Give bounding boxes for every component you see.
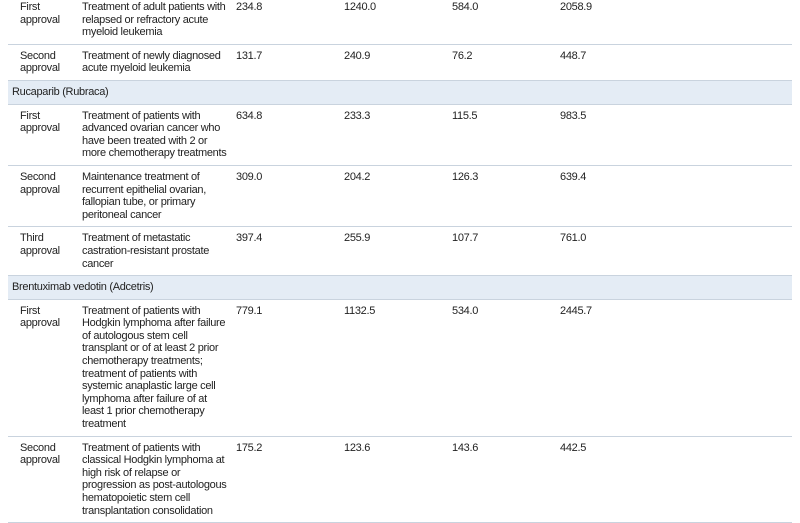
- cost-value: 442.5: [556, 436, 792, 523]
- data-row: First approval Treatment of patients with…: [8, 299, 792, 437]
- indication: Treatment of metastatic castration-resis…: [78, 226, 232, 277]
- cost-value: 2445.7: [556, 299, 792, 437]
- indication: Treatment of patients with Hodgkin lymph…: [78, 299, 232, 437]
- approval: Second approval: [8, 436, 78, 523]
- indication: Treatment of patients with advanced ovar…: [78, 104, 232, 166]
- cost-table: First approval Treatment of adult patient…: [8, 0, 792, 523]
- data-row: Third approval Treatment of metastatic ca…: [8, 226, 792, 277]
- approval: Third approval: [8, 226, 78, 277]
- group-row: Brentuximab vedotin (Adcetris): [8, 275, 792, 300]
- page: First approval Treatment of adult patient…: [8, 0, 792, 523]
- cost-value: 1240.0: [340, 0, 448, 45]
- cost-value: 983.5: [556, 104, 792, 166]
- group-name: Brentuximab vedotin (Adcetris): [8, 275, 792, 300]
- data-row: First approval Treatment of adult patient…: [8, 0, 792, 45]
- cost-value: 107.7: [448, 226, 556, 277]
- cost-value: 761.0: [556, 226, 792, 277]
- cost-value: 1132.5: [340, 299, 448, 437]
- cost-value: 234.8: [232, 0, 340, 45]
- cost-value: 634.8: [232, 104, 340, 166]
- cost-value: 534.0: [448, 299, 556, 437]
- data-row: Second approval Treatment of newly diagno…: [8, 44, 792, 81]
- table-body: First approval Treatment of adult patient…: [8, 0, 792, 523]
- cost-value: 255.9: [340, 226, 448, 277]
- approval: Second approval: [8, 44, 78, 81]
- group-name: Rucaparib (Rubraca): [8, 80, 792, 105]
- approval: First approval: [8, 104, 78, 166]
- cost-value: 143.6: [448, 436, 556, 523]
- cost-value: 584.0: [448, 0, 556, 45]
- group-row: Rucaparib (Rubraca): [8, 80, 792, 105]
- approval: First approval: [8, 0, 78, 45]
- cost-value: 309.0: [232, 165, 340, 228]
- cost-value: 131.7: [232, 44, 340, 81]
- cost-value: 240.9: [340, 44, 448, 81]
- cost-value: 779.1: [232, 299, 340, 437]
- approval: Second approval: [8, 165, 78, 228]
- data-row: Second approval Treatment of patients wit…: [8, 436, 792, 523]
- cost-value: 123.6: [340, 436, 448, 523]
- indication: Maintenance treatment of recurrent epith…: [78, 165, 232, 228]
- cost-value: 126.3: [448, 165, 556, 228]
- cost-value: 448.7: [556, 44, 792, 81]
- cost-value: 204.2: [340, 165, 448, 228]
- cost-value: 397.4: [232, 226, 340, 277]
- cost-value: 115.5: [448, 104, 556, 166]
- table-wrap: First approval Treatment of adult patient…: [8, 0, 792, 523]
- indication: Treatment of newly diagnosed acute myelo…: [78, 44, 232, 81]
- cost-value: 2058.9: [556, 0, 792, 45]
- data-row: First approval Treatment of patients with…: [8, 104, 792, 166]
- cost-value: 175.2: [232, 436, 340, 523]
- cost-value: 233.3: [340, 104, 448, 166]
- indication: Treatment of patients with classical Hod…: [78, 436, 232, 523]
- approval: First approval: [8, 299, 78, 437]
- indication: Treatment of adult patients with relapse…: [78, 0, 232, 45]
- data-row: Second approval Maintenance treatment of …: [8, 165, 792, 228]
- cost-value: 639.4: [556, 165, 792, 228]
- cost-value: 76.2: [448, 44, 556, 81]
